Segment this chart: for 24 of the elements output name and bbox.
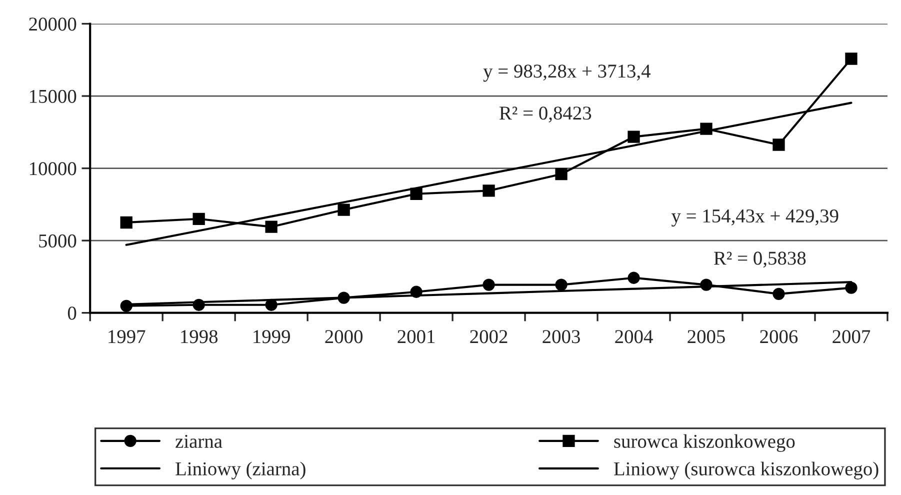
legend-label: Liniowy (surowca kiszonkowego) [614, 462, 878, 480]
legend-label: ziarna [176, 434, 222, 448]
x-tick-label: 2005 [688, 330, 725, 344]
annotation: y = 154,43x + 429,39 [671, 209, 838, 227]
x-tick-label: 2003 [542, 330, 580, 344]
x-tick-label: 2002 [470, 330, 508, 344]
annotation: R² = 0,8423 [499, 106, 592, 122]
x-tick-label: 2004 [615, 330, 653, 344]
x-tick-label: 2000 [325, 330, 363, 344]
annotation: y = 983,28x + 3713,4 [483, 64, 651, 82]
legend-label: Liniowy (ziarna) [176, 462, 306, 480]
annotation: R² = 0,5838 [714, 252, 806, 268]
x-tick-label: 2001 [398, 330, 435, 344]
legend-label: surowca kiszonkowego [614, 434, 795, 452]
x-tick-label: 1998 [181, 330, 218, 344]
y-tick-label: 15000 [30, 90, 76, 103]
y-tick-label: 20000 [29, 18, 76, 31]
y-tick-label: 5000 [39, 234, 76, 248]
x-tick-label: 2007 [832, 330, 870, 344]
x-tick-label: 1997 [108, 330, 146, 344]
y-tick-label: 10000 [30, 162, 76, 176]
x-tick-label: 1999 [254, 330, 290, 344]
x-tick-label: 2006 [760, 330, 798, 344]
y-tick-label: 0 [68, 306, 76, 320]
